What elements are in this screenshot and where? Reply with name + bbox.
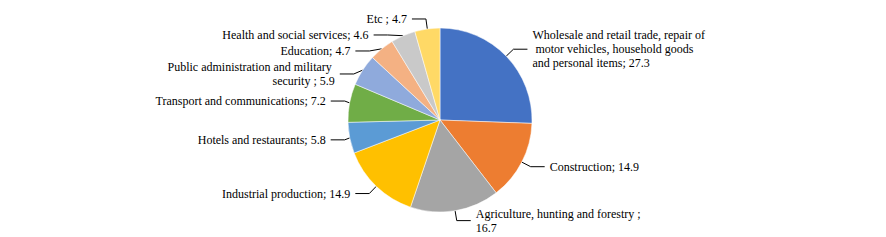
svg-text:16.7: 16.7 [476,221,497,235]
svg-text:Etc ; 4.7: Etc ; 4.7 [367,12,407,26]
svg-text:security ; 5.9: security ; 5.9 [272,74,334,88]
svg-text:Transport and communications;: Transport and communications; 7.2 [156,94,326,108]
svg-text:Hotels and restaurants; 5.8: Hotels and restaurants; 5.8 [198,133,326,147]
svg-text:Health and social services; 4.: Health and social services; 4.6 [222,28,368,42]
svg-text:Construction; 14.9: Construction; 14.9 [550,160,639,174]
svg-text:and personal items; 27.3: and personal items; 27.3 [532,56,649,70]
svg-text:Wholesale and retail trade, re: Wholesale and retail trade, repair of [532,28,705,42]
svg-text:Education; 4.7: Education; 4.7 [280,44,350,58]
svg-text:Industrial production; 14.9: Industrial production; 14.9 [222,187,350,201]
svg-text:Public administration and mili: Public administration and military [167,60,334,74]
svg-text:Agriculture, hunting and fores: Agriculture, hunting and forestry ; [476,207,644,221]
svg-text:motor vehicles, household good: motor vehicles, household goods [532,42,696,56]
